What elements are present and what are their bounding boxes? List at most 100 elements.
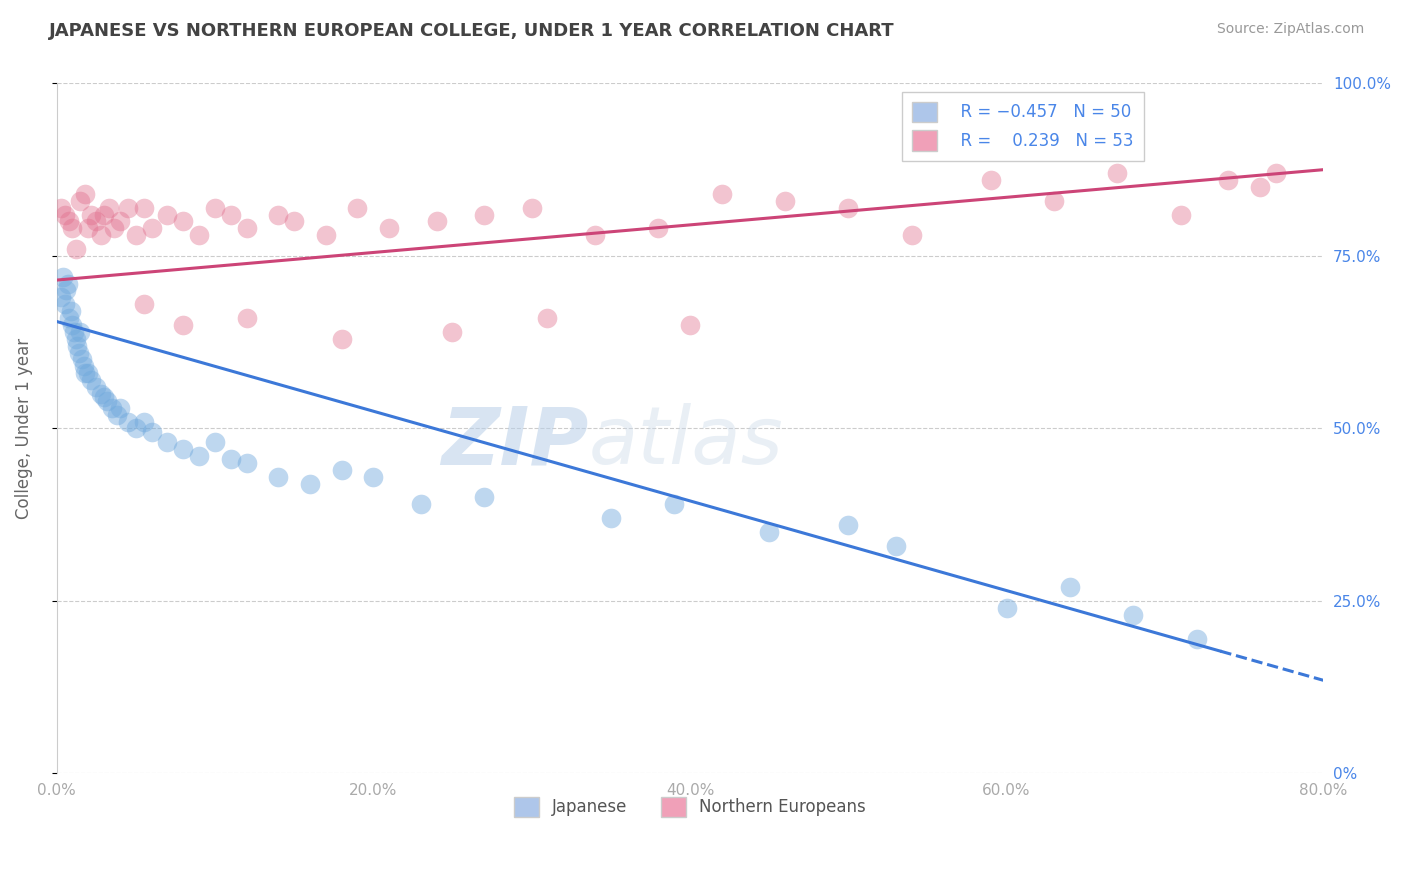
Point <box>77 366 100 380</box>
Point <box>93 208 115 222</box>
Point <box>62 318 84 332</box>
Point <box>108 401 131 415</box>
Point <box>141 425 163 439</box>
Point <box>315 228 337 243</box>
Point <box>1264 166 1286 180</box>
Point <box>51 201 73 215</box>
Point <box>55 284 77 298</box>
Point <box>132 415 155 429</box>
Text: atlas: atlas <box>589 403 783 482</box>
Point <box>1107 166 1129 180</box>
Point <box>59 304 82 318</box>
Point <box>67 345 90 359</box>
Point <box>188 228 211 243</box>
Point <box>837 201 859 215</box>
Point <box>65 242 87 256</box>
Point <box>298 476 321 491</box>
Point <box>837 518 859 533</box>
Point <box>267 208 290 222</box>
Point <box>980 173 1002 187</box>
Point <box>426 214 449 228</box>
Text: Source: ZipAtlas.com: Source: ZipAtlas.com <box>1216 22 1364 37</box>
Text: ZIP: ZIP <box>441 403 589 482</box>
Point <box>70 352 93 367</box>
Point <box>90 228 112 243</box>
Point <box>235 311 257 326</box>
Point <box>62 221 84 235</box>
Point <box>63 325 86 339</box>
Point <box>125 421 148 435</box>
Point <box>84 380 107 394</box>
Point <box>125 228 148 243</box>
Point <box>80 208 103 222</box>
Point <box>267 469 290 483</box>
Point <box>1043 194 1066 208</box>
Point <box>1249 180 1271 194</box>
Point <box>219 208 242 222</box>
Point <box>84 214 107 228</box>
Legend: Japanese, Northern Europeans: Japanese, Northern Europeans <box>508 790 873 823</box>
Point <box>378 221 401 235</box>
Point <box>141 221 163 235</box>
Point <box>441 325 464 339</box>
Y-axis label: College, Under 1 year: College, Under 1 year <box>15 338 32 519</box>
Text: JAPANESE VS NORTHERN EUROPEAN COLLEGE, UNDER 1 YEAR CORRELATION CHART: JAPANESE VS NORTHERN EUROPEAN COLLEGE, U… <box>49 22 894 40</box>
Point <box>80 373 103 387</box>
Point <box>599 511 621 525</box>
Point <box>117 415 139 429</box>
Point <box>346 201 368 215</box>
Point <box>472 208 495 222</box>
Point <box>995 600 1018 615</box>
Point <box>1218 173 1240 187</box>
Point <box>69 194 91 208</box>
Point <box>283 214 305 228</box>
Point <box>108 214 131 228</box>
Point <box>758 524 780 539</box>
Point <box>77 221 100 235</box>
Point <box>172 442 194 457</box>
Point <box>536 311 558 326</box>
Point <box>900 228 922 243</box>
Point <box>330 332 353 346</box>
Point <box>96 393 118 408</box>
Point <box>773 194 796 208</box>
Point <box>1122 607 1144 622</box>
Point <box>132 297 155 311</box>
Point <box>520 201 543 215</box>
Point <box>710 186 733 201</box>
Point <box>204 435 226 450</box>
Point <box>1170 208 1192 222</box>
Point <box>1185 632 1208 646</box>
Point <box>75 366 97 380</box>
Point <box>235 456 257 470</box>
Point <box>65 332 87 346</box>
Point <box>1059 580 1081 594</box>
Point <box>662 497 685 511</box>
Point <box>69 325 91 339</box>
Point <box>52 269 75 284</box>
Point <box>330 463 353 477</box>
Point <box>58 311 80 326</box>
Point <box>647 221 669 235</box>
Point <box>156 208 179 222</box>
Point <box>679 318 702 332</box>
Point <box>58 214 80 228</box>
Point <box>583 228 606 243</box>
Point <box>117 201 139 215</box>
Point <box>97 201 120 215</box>
Point <box>105 408 128 422</box>
Point <box>66 338 89 352</box>
Point <box>219 452 242 467</box>
Point <box>472 491 495 505</box>
Point <box>101 401 124 415</box>
Point <box>361 469 384 483</box>
Point <box>51 290 73 304</box>
Point <box>53 297 76 311</box>
Point <box>56 277 79 291</box>
Point <box>156 435 179 450</box>
Point <box>132 201 155 215</box>
Point <box>90 387 112 401</box>
Point <box>172 214 194 228</box>
Point <box>409 497 432 511</box>
Point <box>172 318 194 332</box>
